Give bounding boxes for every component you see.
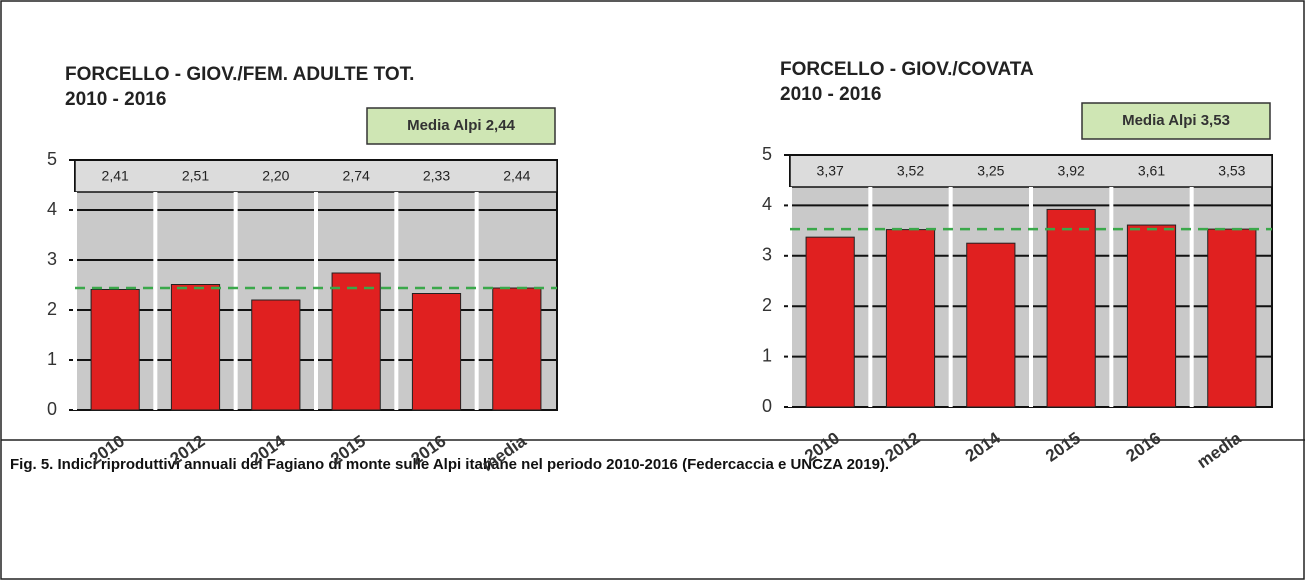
- value-label: 3,53: [1218, 163, 1245, 179]
- bar: [1126, 224, 1177, 408]
- x-tick-label: 2012: [881, 428, 923, 465]
- label-strip: [789, 154, 1273, 188]
- value-label: 2,44: [503, 168, 530, 184]
- chart-subtitle: 2010 - 2016: [65, 89, 166, 110]
- y-tick-label: 2: [762, 295, 772, 315]
- annotation-box: [366, 107, 556, 145]
- x-tick-label: 2015: [1042, 428, 1084, 465]
- x-tick-label: 2016: [1122, 428, 1164, 465]
- bar: [331, 272, 381, 411]
- bar: [1207, 228, 1257, 408]
- y-tick-label: 5: [47, 149, 57, 169]
- annotation-box: [1081, 102, 1271, 140]
- bar: [492, 287, 542, 411]
- value-label: 3,61: [1138, 163, 1165, 179]
- annotation: Media Alpi 3,53: [1122, 112, 1230, 129]
- value-label: 3,92: [1058, 163, 1085, 179]
- y-tick-label: 4: [47, 199, 57, 219]
- y-tick-label: 0: [47, 399, 57, 419]
- value-label: 2,33: [423, 168, 450, 184]
- y-tick-label: 0: [762, 396, 772, 416]
- label-strip: [74, 159, 558, 193]
- value-label: 2,74: [343, 168, 370, 184]
- value-label: 2,20: [262, 168, 289, 184]
- y-tick-label: 4: [762, 194, 772, 214]
- value-label: 3,52: [897, 163, 924, 179]
- value-label: 2,41: [102, 168, 129, 184]
- y-tick-label: 1: [762, 345, 772, 365]
- y-tick-label: 3: [47, 249, 57, 269]
- chart-title: FORCELLO - GIOV./COVATA: [780, 59, 1034, 80]
- value-label: 3,25: [977, 163, 1004, 179]
- y-tick-label: 1: [47, 349, 57, 369]
- bar: [90, 289, 140, 411]
- chart-title: FORCELLO - GIOV./FEM. ADULTE TOT.: [65, 64, 414, 85]
- x-tick-label: media: [1194, 428, 1246, 472]
- y-tick-label: 2: [47, 299, 57, 319]
- x-tick-label: 2014: [962, 428, 1004, 466]
- value-label: 3,37: [817, 163, 844, 179]
- bar: [805, 236, 855, 408]
- bar: [966, 242, 1016, 408]
- annotation: Media Alpi 2,44: [407, 117, 515, 134]
- y-tick-label: 3: [762, 245, 772, 265]
- bar: [170, 284, 221, 411]
- y-tick-label: 5: [762, 144, 772, 164]
- value-label: 2,51: [182, 168, 209, 184]
- bar: [251, 299, 301, 411]
- bar: [411, 293, 462, 411]
- bar: [1046, 208, 1096, 408]
- chart-subtitle: 2010 - 2016: [780, 84, 881, 105]
- caption: Fig. 5. Indici riproduttivi annuali del …: [10, 456, 889, 473]
- bar: [885, 229, 936, 408]
